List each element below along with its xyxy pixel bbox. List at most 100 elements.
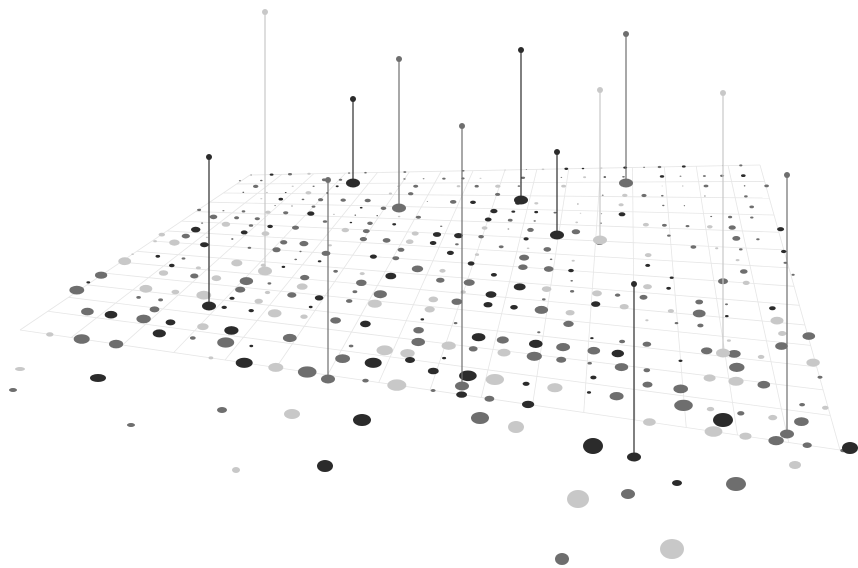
ground-dot [413, 184, 419, 188]
ground-dot [609, 392, 624, 401]
ground-dot [519, 254, 530, 261]
ground-dot [682, 185, 684, 187]
ground-dot [268, 362, 284, 372]
ground-dot [643, 284, 652, 290]
foreground-dot [232, 467, 240, 473]
ground-dot [527, 227, 534, 232]
ground-dot [534, 305, 549, 314]
ground-dot [496, 336, 509, 344]
ground-dot [587, 346, 601, 355]
foreground-dot [842, 442, 858, 454]
foreground-dot [217, 407, 227, 413]
ground-dot [253, 184, 259, 188]
ground-dot [231, 238, 234, 240]
ground-dot [267, 282, 272, 285]
foreground-dot [508, 421, 524, 433]
ground-dot [581, 167, 585, 170]
ground-dot [217, 337, 235, 348]
stem-tip-dot [459, 123, 465, 129]
ground-dot [701, 347, 713, 355]
ground-dot [678, 359, 683, 362]
ground-dot [340, 198, 346, 202]
stem-tip-dot [631, 281, 637, 287]
stem-base-dot [258, 266, 272, 276]
ground-dot [764, 184, 769, 188]
ground-dot [564, 167, 569, 170]
stem-base-dot [550, 230, 564, 240]
ground-dot [459, 370, 477, 382]
ground-dot [348, 344, 354, 348]
ground-dot [725, 303, 728, 306]
ground-dot [335, 185, 339, 188]
ground-dot [158, 270, 169, 276]
ground-dot [222, 210, 225, 212]
stem-base-dot [346, 178, 360, 188]
grid-line [759, 164, 841, 451]
ground-dot [791, 273, 795, 276]
ground-dot [385, 272, 397, 280]
ground-dot [264, 290, 271, 295]
ground-dot [484, 395, 495, 402]
ground-dot [312, 185, 315, 187]
ground-dots [9, 164, 858, 565]
stem-tip-dot [396, 56, 402, 62]
ground-dot [704, 426, 723, 437]
ground-dot [474, 253, 480, 256]
ground-dot [136, 296, 141, 299]
ground-dot [495, 192, 501, 196]
ground-dot [614, 293, 621, 297]
ground-dot [238, 180, 241, 182]
ground-dot [479, 177, 482, 179]
ground-dot [622, 193, 628, 197]
ground-dot [802, 442, 812, 449]
ground-dot [662, 204, 665, 207]
ground-dot [152, 329, 166, 338]
ground-dot [571, 259, 575, 262]
ground-dot [189, 336, 196, 340]
stem-base-dot [619, 178, 633, 188]
ground-dot [440, 225, 443, 227]
ground-dot [234, 216, 240, 220]
ground-dot [591, 301, 601, 307]
ground-dot [265, 210, 271, 214]
grid-line [166, 230, 789, 269]
ground-dot [490, 208, 498, 214]
ground-dot [282, 333, 297, 343]
ground-dot [299, 250, 302, 253]
ground-dot [400, 349, 415, 358]
ground-dot [667, 234, 671, 237]
ground-dot [209, 214, 218, 220]
ground-dot [510, 305, 518, 310]
foreground-dot [555, 553, 569, 565]
ground-dot [735, 259, 740, 262]
ground-dot [317, 260, 322, 263]
ground-dot [577, 203, 579, 205]
ground-dot [485, 374, 504, 385]
ground-dot [360, 320, 371, 328]
grid-line [71, 174, 283, 338]
ground-dot [224, 326, 239, 335]
ground-dot [229, 296, 235, 300]
ground-dot [272, 247, 281, 253]
ground-dot [456, 391, 467, 398]
ground-dot [522, 400, 535, 409]
foreground-dot [405, 357, 415, 363]
ground-dot [728, 215, 733, 219]
ground-dot [692, 309, 706, 318]
ground-dot [352, 290, 358, 294]
ground-dot [729, 362, 745, 372]
grid-line [122, 173, 315, 346]
ground-dot [408, 192, 414, 196]
ground-dot [284, 192, 287, 194]
ground-dot [248, 309, 254, 313]
stem-tip-dot [784, 172, 790, 178]
grid-line [236, 181, 765, 185]
grid-line [136, 250, 800, 306]
ground-dot [165, 319, 176, 326]
ground-dot [367, 221, 373, 225]
ground-dot [542, 298, 546, 301]
ground-dot [543, 247, 552, 252]
ground-dot [468, 346, 478, 352]
ground-dot [362, 378, 369, 383]
ground-dot [781, 249, 787, 254]
